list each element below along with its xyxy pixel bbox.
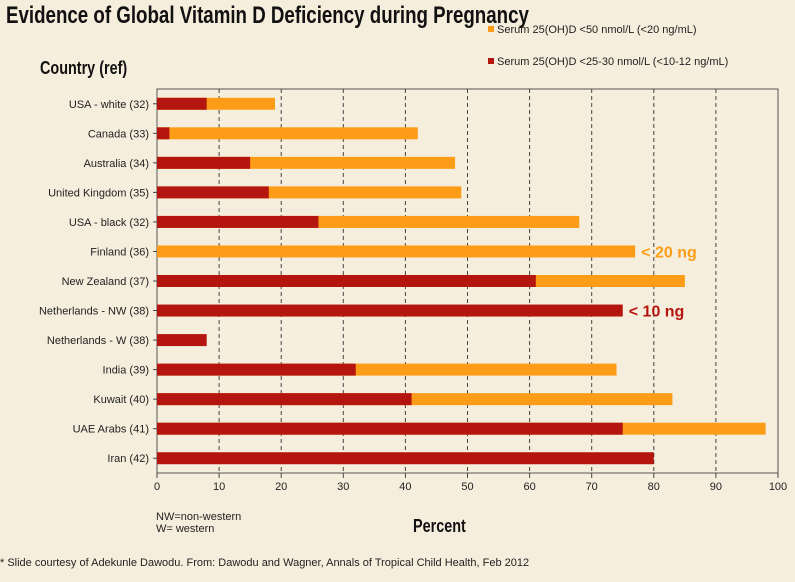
x-tick-label-60: 60 — [523, 481, 535, 493]
x-tick-label-50: 50 — [461, 481, 473, 493]
legend-item-lt20: Serum 25(OH)D <50 nmol/L (<20 ng/mL) — [488, 24, 697, 36]
x-tick-label-100: 100 — [769, 481, 787, 493]
x-tick-label-90: 90 — [710, 481, 722, 493]
bar-lt20-5 — [157, 245, 636, 258]
x-tick-label-80: 80 — [648, 481, 660, 493]
annotation-1: < 10 ng — [629, 304, 685, 321]
footer-citation: * Slide courtesy of Adekunle Dawodu. Fro… — [0, 557, 530, 569]
y-tick-label-5: Finland (36) — [90, 246, 149, 258]
y-tick-label-6: New Zealand (37) — [62, 276, 149, 288]
bar-lt10-12 — [157, 452, 654, 465]
bar-lt20-1 — [157, 127, 418, 140]
y-tick-label-3: United Kingdom (35) — [48, 187, 149, 199]
legend-swatch-red — [488, 58, 494, 64]
legend-label-lt10: Serum 25(OH)D <25-30 nmol/L (<10-12 ng/m… — [497, 56, 729, 68]
legend-item-lt10: Serum 25(OH)D <25-30 nmol/L (<10-12 ng/m… — [488, 56, 728, 68]
bar-lt10-10 — [157, 393, 412, 406]
bar-lt10-3 — [157, 186, 269, 199]
x-tick-label-70: 70 — [586, 481, 598, 493]
bar-lt10-7 — [157, 304, 623, 317]
y-axis-title: Country (ref) — [40, 58, 128, 78]
bar-lt10-9 — [157, 363, 356, 376]
legend-label-lt20: Serum 25(OH)D <50 nmol/L (<20 ng/mL) — [497, 24, 697, 36]
y-tick-label-2: Australia (34) — [84, 158, 149, 170]
x-tick-label-0: 0 — [154, 481, 160, 493]
x-tick-label-30: 30 — [337, 481, 349, 493]
y-tick-label-0: USA - white (32) — [69, 99, 149, 111]
bar-lt10-0 — [157, 97, 207, 110]
y-tick-label-12: Iran (42) — [107, 453, 149, 465]
x-axis-title: Percent — [413, 516, 466, 536]
y-tick-label-1: Canada (33) — [88, 128, 149, 140]
y-tick-label-4: USA - black (32) — [69, 217, 149, 229]
bar-lt10-4 — [157, 215, 319, 228]
annotation-0: < 20 ng — [641, 244, 697, 261]
y-tick-label-7: Netherlands - NW (38) — [39, 306, 149, 318]
x-tick-label-20: 20 — [275, 481, 287, 493]
note-nw: NW=non-western — [156, 511, 242, 523]
legend-swatch-orange — [488, 26, 494, 32]
y-tick-label-9: India (39) — [103, 365, 149, 377]
y-tick-label-10: Kuwait (40) — [93, 394, 149, 406]
x-tick-label-40: 40 — [399, 481, 411, 493]
y-tick-label-11: UAE Arabs (41) — [73, 424, 149, 436]
bar-lt10-11 — [157, 422, 623, 435]
note-w: W= western — [156, 523, 215, 535]
x-tick-label-10: 10 — [213, 481, 225, 493]
bar-lt10-6 — [157, 275, 536, 287]
bar-lt10-2 — [157, 156, 251, 169]
chart-title: Evidence of Global Vitamin D Deficiency … — [6, 2, 529, 29]
bar-lt10-8 — [157, 334, 207, 347]
y-tick-label-8: Netherlands - W (38) — [47, 335, 149, 347]
bar-lt10-1 — [157, 127, 170, 140]
